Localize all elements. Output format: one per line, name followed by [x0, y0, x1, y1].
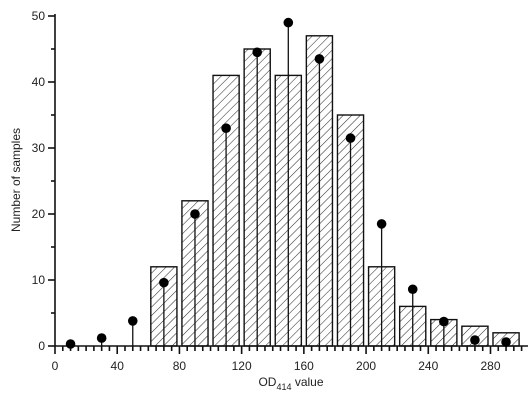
expected-point [314, 54, 325, 64]
y-tick-label: 30 [32, 141, 46, 155]
x-tick-label: 80 [173, 359, 187, 373]
expected-point [190, 209, 200, 219]
x-axis-title: OD414 value [258, 375, 323, 392]
expected-point [345, 133, 356, 143]
expected-point [252, 47, 262, 58]
x-axis-title-base: OD [258, 375, 276, 389]
y-tick-label: 10 [32, 273, 46, 287]
y-tick-label: 0 [38, 339, 45, 353]
y-tick-label: 40 [32, 75, 46, 89]
y-tick-label: 50 [32, 9, 46, 23]
expected-point [65, 339, 76, 349]
x-tick-label: 280 [480, 359, 500, 373]
tick-labels-layer: 0 40 80 120 160 200 240 280 0 10 20 30 40 50 [32, 9, 501, 373]
expected-point [376, 219, 387, 229]
x-axis-title-suffix: value [292, 375, 324, 389]
points-layer [65, 17, 511, 349]
x-tick-label: 40 [111, 359, 125, 373]
expected-point [159, 277, 169, 288]
ticks-layer [48, 15, 523, 354]
x-tick-label: 200 [356, 359, 376, 373]
y-axis-title: Number of samples [9, 128, 23, 232]
x-tick-label: 160 [294, 359, 314, 373]
x-tick-label: 0 [52, 359, 59, 373]
expected-point [470, 335, 480, 345]
x-tick-label: 120 [232, 359, 252, 373]
expected-point [127, 316, 138, 326]
expected-point [439, 316, 449, 327]
expected-point [407, 284, 418, 295]
stems-layer [69, 22, 507, 346]
expected-point [221, 123, 231, 133]
expected-point [283, 17, 294, 28]
axes [54, 14, 528, 347]
x-tick-label: 240 [418, 359, 438, 373]
y-tick-label: 20 [32, 207, 46, 221]
bars-layer [150, 35, 520, 347]
expected-point [96, 333, 107, 343]
x-axis-title-subscript: 414 [276, 382, 291, 392]
expected-point [501, 337, 511, 347]
